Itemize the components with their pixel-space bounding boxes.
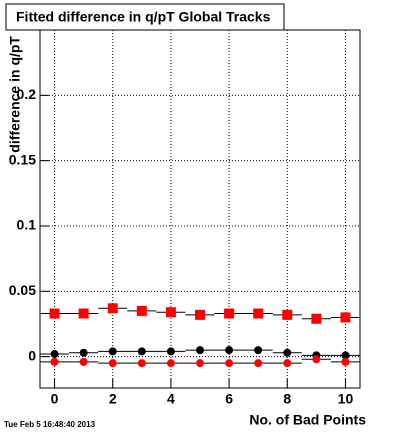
x-tick-label: 6 [225, 391, 233, 407]
marker [254, 359, 263, 368]
marker [311, 313, 322, 324]
marker [78, 308, 89, 319]
y-tick-label: 0.1 [17, 217, 37, 233]
marker [312, 355, 321, 364]
marker [196, 346, 204, 355]
marker [137, 359, 146, 368]
y-tick-label: 0.2 [17, 86, 37, 102]
x-tick-label: 10 [338, 391, 354, 407]
x-tick-label: 2 [109, 391, 117, 407]
marker [341, 351, 350, 360]
marker [253, 308, 264, 319]
marker [136, 305, 147, 316]
marker [49, 308, 60, 319]
title-box [5, 3, 285, 31]
marker [137, 347, 146, 356]
marker [166, 359, 175, 368]
marker [166, 347, 175, 356]
x-axis-label: No. of Bad Points [249, 412, 366, 428]
x-tick-label: 4 [167, 391, 175, 407]
marker [283, 359, 292, 368]
marker [283, 348, 292, 357]
marker [108, 359, 117, 368]
marker [50, 350, 59, 359]
y-tick-label: 0.15 [9, 151, 36, 167]
marker [108, 347, 117, 356]
y-tick-label: 0.05 [9, 282, 36, 298]
marker [195, 309, 205, 320]
marker [225, 359, 234, 368]
marker [225, 346, 234, 355]
marker [254, 346, 263, 355]
marker [196, 359, 204, 368]
x-tick-label: 0 [51, 391, 59, 407]
marker [282, 309, 293, 320]
marker [107, 303, 118, 314]
y-axis-label: difference in q/pT [7, 36, 23, 153]
marker [79, 348, 88, 357]
marker [165, 307, 176, 318]
marker [224, 308, 235, 319]
marker [79, 357, 88, 366]
marker [340, 312, 351, 323]
timestamp: Tue Feb 5 16:48:40 2013 [4, 420, 96, 429]
marker [341, 357, 350, 366]
y-tick-label: 0 [28, 347, 36, 363]
marker [50, 357, 59, 366]
x-tick-label: 8 [283, 391, 291, 407]
chart-title: Fitted difference in q/pT Global Tracks [16, 9, 271, 25]
